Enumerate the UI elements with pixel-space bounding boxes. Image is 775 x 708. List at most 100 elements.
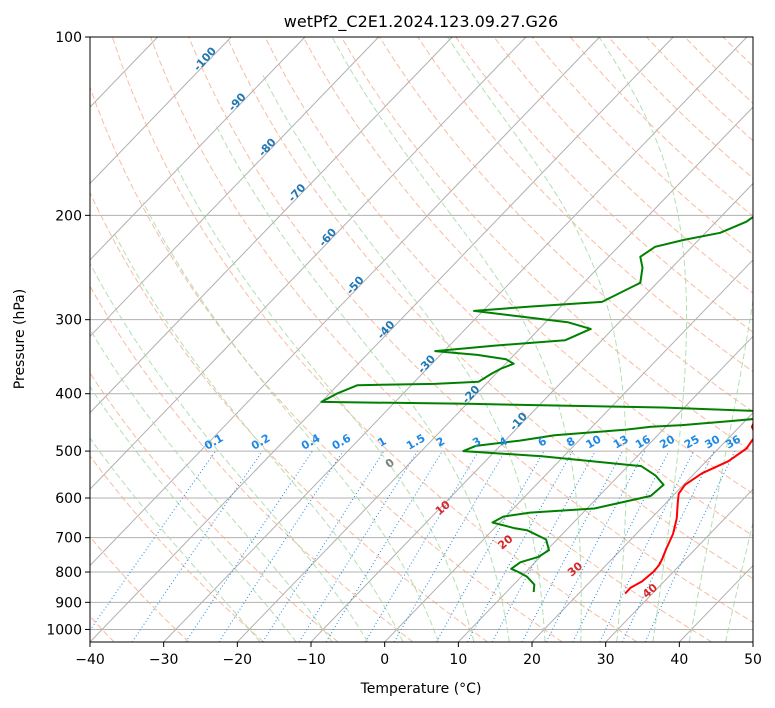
x-tick-label: −20 — [223, 652, 253, 668]
dry-adiabat-line — [188, 37, 753, 623]
dry-adiabat-label: -80 — [256, 135, 279, 159]
isotherm-line — [531, 412, 753, 642]
dry-adiabat-label: -100 — [191, 44, 219, 73]
dewpoint-line — [320, 215, 753, 593]
dry-adiabat-line — [302, 37, 753, 495]
dry-adiabat-label: -90 — [226, 90, 249, 114]
mixing-ratio-label: 1 — [376, 435, 389, 450]
y-tick-label: 800 — [55, 565, 82, 581]
mixing-ratio-line — [599, 450, 695, 642]
mixing-ratio-line — [325, 450, 443, 642]
plot-background — [90, 37, 775, 642]
dry-adiabat-label: -20 — [460, 383, 483, 407]
dry-adiabat-line — [684, 37, 753, 104]
y-tick-label: 400 — [55, 387, 82, 403]
mixing-ratio-label: 20 — [657, 432, 677, 451]
mixing-ratio-line — [185, 450, 313, 642]
isotherm-line — [457, 335, 753, 642]
x-axis-label: Temperature (°C) — [360, 681, 482, 697]
moist-adiabat-label: 20 — [495, 532, 515, 552]
dry-adiabat-label: -10 — [507, 410, 530, 434]
mixing-ratio-line — [131, 450, 263, 642]
temperature-line — [624, 421, 753, 595]
moist-adiabat-line — [598, 37, 687, 642]
x-axis: −40 −30 −20 −10 0 10 20 30 40 50 — [75, 642, 762, 668]
isotherm-line — [90, 37, 674, 642]
isotherm-line — [163, 37, 748, 642]
x-tick-label: 40 — [670, 652, 688, 668]
x-tick-label: 10 — [449, 652, 467, 668]
x-tick-label: 30 — [597, 652, 615, 668]
mixing-ratio-label: 2 — [434, 435, 447, 450]
dry-adiabat-line — [111, 37, 638, 642]
mixing-ratio-line — [364, 450, 480, 642]
mixing-ratio-label: 8 — [564, 435, 577, 450]
y-axis-label: Pressure (hPa) — [12, 289, 28, 389]
y-tick-label: 200 — [55, 208, 82, 224]
dry-adiabat-label: -70 — [286, 181, 309, 205]
isotherm-line — [90, 37, 379, 338]
isotherm-line — [752, 641, 753, 642]
dry-adiabat-line — [455, 37, 753, 333]
y-axis: 100 200 300 400 500 600 700 800 900 1000 — [46, 30, 90, 638]
x-tick-label: 0 — [380, 652, 389, 668]
x-tick-label: −30 — [149, 652, 179, 668]
moist-adiabat-line — [261, 72, 546, 642]
dry-adiabat-line — [379, 37, 753, 413]
dry-adiabat-line — [90, 536, 190, 642]
mixing-ratio-line — [90, 450, 217, 632]
y-tick-label: 900 — [55, 595, 82, 611]
mixing-ratio-label: 25 — [682, 433, 702, 452]
isotherm-line — [384, 259, 753, 642]
moist-adiabat-line — [114, 233, 404, 642]
mixing-ratio-line — [218, 450, 344, 642]
dry-adiabat-line — [493, 37, 753, 294]
moist-adiabat-line — [142, 201, 439, 642]
y-tick-label: 1000 — [46, 622, 82, 638]
dry-adiabat-line — [417, 37, 753, 373]
dry-adiabat-line — [90, 85, 563, 642]
moist-adiabat-line — [688, 297, 753, 642]
moist-adiabat-line — [447, 37, 627, 642]
mixing-ratio-line — [521, 450, 624, 642]
chart-title: wetPf2_C2E1.2024.123.09.27.G26 — [284, 12, 558, 32]
moist-adiabat-label: 30 — [565, 559, 585, 579]
moist-adiabat-line — [90, 437, 261, 642]
mixing-ratio-label: 1.5 — [404, 432, 427, 453]
x-tick-label: −10 — [296, 652, 326, 668]
moist-adiabat-label: 0 — [383, 456, 397, 471]
dry-adiabat-line — [90, 191, 488, 642]
moist-adiabat-line — [90, 262, 369, 642]
y-tick-label: 100 — [55, 30, 82, 46]
dry-adiabat-label: -30 — [415, 352, 438, 376]
mixing-ratio-label: 30 — [703, 432, 723, 451]
mixing-ratio-line — [467, 450, 574, 642]
dry-adiabat-line — [150, 37, 712, 642]
moist-adiabat-line — [175, 165, 475, 642]
dry-adiabat-line — [226, 37, 753, 580]
mixing-ratio-line — [572, 450, 670, 642]
dry-adiabat-line — [569, 37, 753, 217]
moist-adiabat-line — [331, 37, 582, 642]
dry-adiabat-label: -40 — [375, 318, 398, 342]
dry-adiabat-line — [761, 37, 775, 642]
x-tick-label: −40 — [75, 652, 105, 668]
dry-adiabat-label: -60 — [316, 226, 339, 250]
mixing-ratio-line — [435, 450, 545, 642]
mixing-ratio-label: 36 — [723, 432, 743, 451]
mixing-ratio-line — [491, 450, 596, 642]
dry-adiabat-line — [90, 455, 264, 642]
mixing-ratio-label: 10 — [584, 432, 604, 451]
moist-adiabat-line — [90, 328, 333, 642]
isotherm-line — [605, 488, 753, 642]
y-tick-label: 500 — [55, 444, 82, 460]
isotherm-line — [90, 37, 600, 567]
dry-adiabat-line — [722, 37, 753, 67]
moist-adiabat-line — [90, 385, 297, 642]
isotherm-line — [90, 37, 232, 185]
moist-adiabat-line — [214, 123, 510, 642]
dry-adiabat-line — [264, 37, 753, 537]
x-tick-label: 50 — [744, 652, 762, 668]
mixing-ratio-label: 16 — [633, 432, 653, 451]
